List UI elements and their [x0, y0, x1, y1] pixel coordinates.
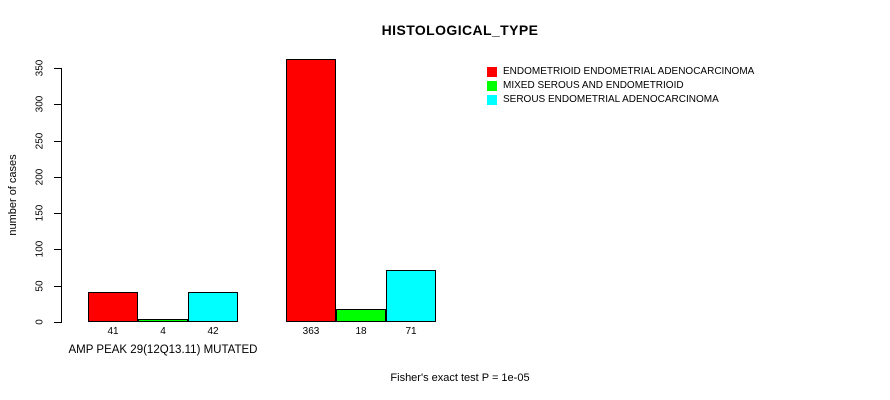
bar-value-label: 71 — [405, 326, 417, 337]
bar-value-label: 42 — [207, 326, 219, 337]
y-axis-tick — [54, 104, 61, 106]
bar-value-label: 4 — [160, 326, 166, 337]
legend-swatch — [487, 94, 497, 105]
legend-label: SEROUS ENDOMETRIAL ADENOCARCINOMA — [503, 94, 719, 105]
bar — [138, 319, 188, 322]
legend-swatch — [487, 80, 497, 91]
legend-item: SEROUS ENDOMETRIAL ADENOCARCINOMA — [487, 94, 719, 105]
y-axis-line — [61, 68, 62, 323]
y-axis-tick-label: 100 — [34, 241, 46, 258]
x-category-label: AMP PEAK 29(12Q13.11) MUTATED — [68, 344, 258, 356]
y-axis-tick — [54, 322, 61, 323]
y-axis-tick-label: 250 — [34, 132, 46, 149]
legend-item: MIXED SEROUS AND ENDOMETRIOID — [487, 80, 684, 91]
legend-label: ENDOMETRIOID ENDOMETRIAL ADENOCARCINOMA — [503, 66, 755, 77]
bar-value-label: 41 — [107, 326, 119, 337]
bar — [188, 291, 238, 322]
y-axis-tick — [54, 213, 61, 215]
y-axis-tick-label: 50 — [34, 280, 46, 292]
bar — [386, 270, 436, 322]
legend-item: ENDOMETRIOID ENDOMETRIAL ADENOCARCINOMA — [487, 66, 754, 77]
chart-title: HISTOLOGICAL_TYPE — [381, 22, 539, 38]
y-axis-tick-label: 350 — [34, 59, 46, 77]
y-axis-tick — [54, 176, 61, 178]
y-axis-tick-label: 150 — [34, 204, 46, 222]
y-axis-tick — [54, 285, 61, 287]
y-axis-tick — [54, 249, 61, 251]
legend-swatch — [487, 66, 497, 77]
fisher-test-note: Fisher's exact test P = 1e-05 — [390, 372, 530, 384]
y-axis-tick — [54, 140, 61, 142]
y-axis-tick-label: 300 — [34, 95, 46, 113]
bar-value-label: 363 — [302, 326, 320, 337]
bar — [336, 308, 386, 322]
bar — [286, 58, 336, 322]
bar — [88, 292, 138, 322]
legend-label: MIXED SEROUS AND ENDOMETRIOID — [503, 80, 684, 91]
y-axis-tick-label: 0 — [34, 319, 46, 325]
y-axis-label: number of cases — [7, 154, 19, 236]
bar-value-label: 18 — [355, 326, 367, 337]
y-axis-tick — [54, 68, 61, 69]
y-axis-tick-label: 200 — [34, 168, 46, 186]
